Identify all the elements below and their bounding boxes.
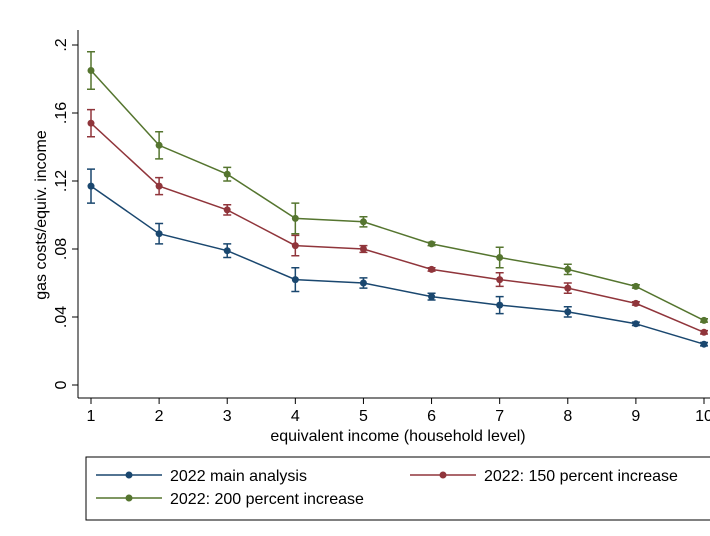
- x-tick-label: 2: [155, 408, 164, 425]
- series-line: [90, 185, 705, 345]
- x-tick-label: 6: [427, 408, 436, 425]
- marker: [87, 119, 95, 127]
- marker: [87, 182, 95, 190]
- legend-marker: [125, 471, 133, 479]
- y-tick-label: .12: [53, 170, 70, 192]
- marker: [223, 170, 231, 178]
- y-axis-label: gas costs/equiv. income: [33, 130, 50, 300]
- legend-marker: [439, 471, 447, 479]
- marker: [496, 276, 504, 284]
- marker: [291, 242, 299, 250]
- marker: [223, 206, 231, 214]
- y-tick-label: .08: [53, 238, 70, 260]
- y-tick-label: .04: [53, 306, 70, 328]
- y-tick-label: .2: [53, 38, 70, 51]
- marker: [496, 301, 504, 309]
- x-tick-label: 3: [223, 408, 232, 425]
- marker: [359, 245, 367, 253]
- x-tick-label: 5: [359, 408, 368, 425]
- x-tick-label: 1: [87, 408, 96, 425]
- series-line: [90, 69, 705, 322]
- marker: [291, 276, 299, 284]
- marker: [155, 230, 163, 238]
- y-tick-label: .16: [53, 102, 70, 124]
- marker: [291, 214, 299, 222]
- marker: [359, 279, 367, 287]
- x-tick-label: 8: [563, 408, 572, 425]
- legend-box: [85, 456, 710, 521]
- marker: [155, 141, 163, 149]
- marker: [632, 320, 640, 328]
- marker: [700, 316, 708, 324]
- marker: [564, 308, 572, 316]
- marker: [155, 182, 163, 190]
- marker: [700, 328, 708, 336]
- y-tick-label: 0: [53, 380, 70, 389]
- marker: [223, 247, 231, 255]
- marker: [87, 67, 95, 74]
- legend-marker: [125, 494, 133, 502]
- legend-label: 2022: 150 percent increase: [484, 468, 678, 485]
- legend-label: 2022 main analysis: [170, 468, 307, 485]
- marker: [359, 218, 367, 226]
- marker: [428, 293, 436, 301]
- marker: [564, 265, 572, 273]
- x-tick-label: 4: [291, 408, 300, 425]
- marker: [632, 299, 640, 307]
- series-line: [90, 122, 705, 333]
- marker: [428, 240, 436, 248]
- marker: [564, 284, 572, 292]
- marker: [700, 340, 708, 348]
- legend-label: 2022: 200 percent increase: [170, 491, 364, 508]
- marker: [428, 265, 436, 273]
- x-axis-label: equivalent income (household level): [270, 428, 525, 445]
- x-tick-label: 7: [495, 408, 504, 425]
- x-tick-label: 10: [695, 408, 710, 425]
- marker: [496, 254, 504, 261]
- marker: [632, 282, 640, 290]
- x-tick-label: 9: [631, 408, 640, 425]
